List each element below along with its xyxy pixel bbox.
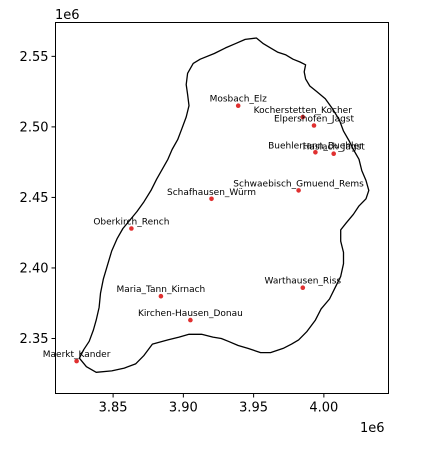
y-tick-label: 2.40: [20, 261, 49, 276]
points-layer: [74, 103, 337, 364]
plot-frame: [55, 22, 389, 394]
point-marker: [311, 123, 317, 128]
y-tick-label: 2.50: [20, 120, 49, 135]
point-label: Elpershofen_Jagst: [274, 115, 355, 125]
point-label: Haslach_Jagst: [303, 143, 366, 153]
x-offset-label: 1e6: [360, 421, 385, 436]
y-tick-label: 2.55: [20, 50, 49, 65]
point-label: Oberkirch_Rench: [93, 218, 169, 228]
point-marker: [74, 358, 79, 364]
labels-layer: Mosbach_ElzKocherstetten_KocherElpershof…: [43, 95, 366, 360]
y-offset-label: 1e6: [55, 8, 80, 23]
point-label: Mosbach_Elz: [210, 95, 268, 105]
region-outline: [78, 37, 370, 373]
point-marker: [158, 293, 164, 299]
point-marker: [129, 226, 134, 231]
point-marker: [296, 188, 301, 193]
point-label: Schafhausen_Würm: [167, 188, 256, 198]
point-label: Kocherstetten_Kocher: [254, 106, 353, 116]
y-tick-label: 2.35: [20, 332, 49, 347]
x-tick-label: 4.00: [309, 401, 338, 416]
point-label: Maerkt_Kander: [43, 350, 111, 360]
point-marker: [188, 317, 193, 323]
point-label: Buehlertann_Buehler: [268, 141, 363, 151]
point-marker: [300, 285, 306, 291]
point-label: Kirchen-Hausen_Donau: [138, 309, 243, 319]
point-marker: [300, 114, 306, 120]
point-label: Warthausen_Riss: [265, 277, 342, 287]
point-marker: [235, 103, 241, 108]
x-tick-label: 3.95: [239, 401, 268, 416]
x-tick-label: 3.90: [169, 401, 198, 416]
point-marker: [313, 150, 318, 155]
y-axis: 2.35 2.40 2.45 2.50 2.55: [20, 50, 56, 347]
x-axis: 3.85 3.90 3.95 4.00: [99, 393, 338, 416]
point-marker: [331, 151, 337, 156]
y-tick-label: 2.45: [20, 191, 49, 206]
x-tick-label: 3.85: [99, 401, 128, 416]
region-boundary: [78, 37, 370, 373]
point-label: Maria_Tann_Kirnach: [117, 285, 206, 295]
point-label: Schwaebisch_Gmuend_Rems: [233, 179, 364, 189]
point-marker: [209, 196, 214, 202]
